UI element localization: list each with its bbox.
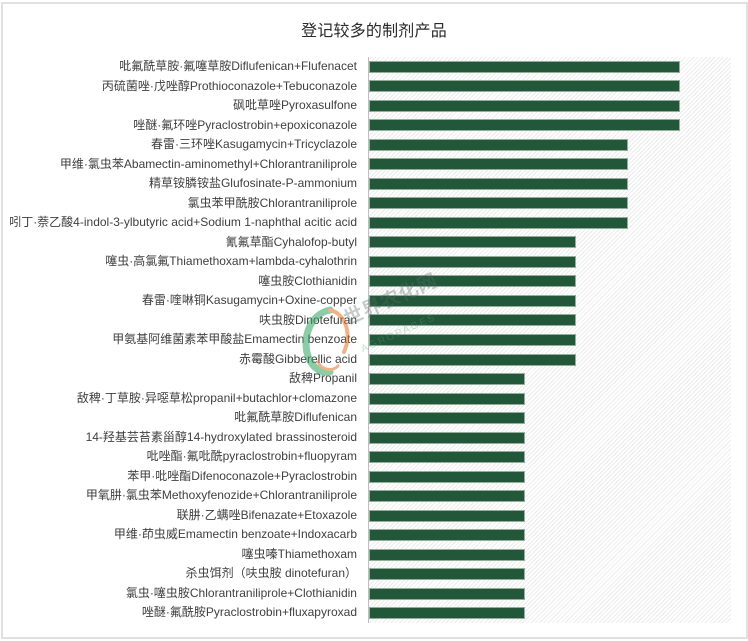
bar-row: 敌稗Propanil	[0, 369, 748, 389]
category-label: 砜吡草唑Pyroxasulfone	[232, 98, 357, 113]
bar	[369, 568, 525, 581]
bar-row: 甲维·茚虫威Emamectin benzoate+Indoxacarb	[0, 525, 748, 545]
bar-row: 吡氟酰草胺·氟噻草胺Diflufenican+Flufenacet	[0, 57, 748, 77]
bar	[369, 607, 525, 620]
category-label: 吡唑酯·氟吡酰pyraclostrobin+fluopyram	[146, 449, 357, 464]
category-label: 精草铵膦铵盐Glufosinate-P-ammonium	[148, 176, 357, 191]
category-label: 呋虫胺Dinotefuran	[258, 312, 357, 327]
category-label: 噻虫胺Clothianidin	[258, 273, 357, 288]
bar-row: 敌稗·丁草胺·异噁草松propanil+butachlor+clomazone	[0, 389, 748, 409]
bar-row: 春雷·喹啉铜Kasugamycin+Oxine-copper	[0, 291, 748, 311]
bar	[369, 509, 525, 522]
bar-row: 氯虫苯甲酰胺Chlorantraniliprole	[0, 194, 748, 214]
bar-row: 噻虫·高氯氟Thiamethoxam+lambda-cyhalothrin	[0, 252, 748, 272]
bar-row: 杀虫饵剂（呋虫胺 dinotefuran）	[0, 564, 748, 584]
category-label: 唑醚·氟环唑Pyraclostrobin+epoxiconazole	[133, 117, 357, 132]
bar-row: 甲氧肼·氯虫苯Methoxyfenozide+Chlorantranilipro…	[0, 486, 748, 506]
category-label: 苯甲·吡唑酯Difenoconazole+Pyraclostrobin	[127, 468, 357, 483]
category-label: 敌稗Propanil	[288, 371, 357, 386]
bar-row: 噻虫胺Clothianidin	[0, 272, 748, 292]
category-label: 氯虫苯甲酰胺Chlorantraniliprole	[187, 195, 357, 210]
chart-title: 登记较多的制剂产品	[301, 23, 447, 40]
bar-row: 砜吡草唑Pyroxasulfone	[0, 96, 748, 116]
category-label: 敌稗·丁草胺·异噁草松propanil+butachlor+clomazone	[76, 390, 357, 405]
bar	[369, 197, 629, 210]
bar-row: 甲氨基阿维菌素苯甲酸盐Emamectin benzoate	[0, 330, 748, 350]
category-label: 噻虫嗪Thiamethoxam	[241, 546, 357, 561]
category-label: 氰氟草酯Cyhalofop-butyl	[225, 234, 357, 249]
category-label: 吡氟酰草胺·氟噻草胺Diflufenican+Flufenacet	[119, 59, 357, 73]
category-label: 甲氨基阿维菌素苯甲酸盐Emamectin benzoate	[112, 332, 357, 347]
y-axis-line	[368, 57, 369, 623]
category-label: 春雷·三环唑Kasugamycin+Tricyclazole	[151, 137, 357, 152]
bar	[369, 216, 629, 229]
bar	[369, 333, 577, 346]
bar-row: 氯虫·噻虫胺Chlorantraniliprole+Clothianidin	[0, 584, 748, 604]
bar	[369, 158, 629, 171]
category-label: 联肼·乙螨唑Bifenazate+Etoxazole	[176, 507, 357, 522]
bar-row: 唑醚·氟酰胺Pyraclostrobin+fluxapyroxad	[0, 603, 748, 623]
bar	[369, 236, 577, 249]
bar	[369, 314, 577, 327]
category-label: 甲氧肼·氯虫苯Methoxyfenozide+Chlorantranilipro…	[85, 488, 357, 503]
category-label: 唑醚·氟酰胺Pyraclostrobin+fluxapyroxad	[141, 605, 357, 620]
category-label: 丙硫菌唑·戊唑醇Prothioconazole+Tebuconazole	[101, 78, 357, 93]
category-label: 杀虫饵剂（呋虫胺 dinotefuran）	[185, 566, 357, 581]
bar-row: 呋虫胺Dinotefuran	[0, 311, 748, 331]
bar	[369, 451, 525, 464]
bar-row: 唑醚·氟环唑Pyraclostrobin+epoxiconazole	[0, 116, 748, 136]
bar	[369, 177, 629, 190]
bar-row: 苯甲·吡唑酯Difenoconazole+Pyraclostrobin	[0, 467, 748, 487]
bar	[369, 431, 525, 444]
category-label: 甲维·氯虫苯Abamectin-aminomethyl+Chlorantrani…	[59, 156, 357, 171]
bar-row: 联肼·乙螨唑Bifenazate+Etoxazole	[0, 506, 748, 526]
bar-row: 氰氟草酯Cyhalofop-butyl	[0, 233, 748, 253]
bar	[369, 119, 681, 132]
bar-rows: 吡氟酰草胺·氟噻草胺Diflufenican+Flufenacet 丙硫菌唑·戊唑…	[0, 57, 748, 623]
bar	[369, 99, 681, 112]
bar-row: 噻虫嗪Thiamethoxam	[0, 545, 748, 565]
category-label: 甲维·茚虫威Emamectin benzoate+Indoxacarb	[113, 527, 357, 542]
category-label: 14-羟基芸苔素甾醇14-hydroxylated brassinosteroi…	[85, 429, 357, 444]
category-label: 氯虫·噻虫胺Chlorantraniliprole+Clothianidin	[125, 585, 357, 600]
bar-row: 14-羟基芸苔素甾醇14-hydroxylated brassinosteroi…	[0, 428, 748, 448]
bar	[369, 470, 525, 483]
bar	[369, 353, 577, 366]
bar	[369, 294, 577, 307]
bar	[369, 255, 577, 268]
bar-row: 甲维·氯虫苯Abamectin-aminomethyl+Chlorantrani…	[0, 155, 748, 175]
bar	[369, 587, 525, 600]
bar	[369, 412, 525, 425]
bar-row: 精草铵膦铵盐Glufosinate-P-ammonium	[0, 174, 748, 194]
bar-row: 赤霉酸Gibberellic acid	[0, 350, 748, 370]
category-label: 噻虫·高氯氟Thiamethoxam+lambda-cyhalothrin	[105, 254, 357, 269]
bar-row: 吡氟酰草胺Diflufenican	[0, 408, 748, 428]
bar	[369, 548, 525, 561]
bar	[369, 529, 525, 542]
bar	[369, 138, 629, 151]
bar	[369, 80, 681, 93]
bar-row: 丙硫菌唑·戊唑醇Prothioconazole+Tebuconazole	[0, 77, 748, 97]
bar-row: 吡唑酯·氟吡酰pyraclostrobin+fluopyram	[0, 447, 748, 467]
category-label: 春雷·喹啉铜Kasugamycin+Oxine-copper	[141, 293, 357, 308]
bar-row: 春雷·三环唑Kasugamycin+Tricyclazole	[0, 135, 748, 155]
bar	[369, 490, 525, 503]
bar-row: 吲丁·萘乙酸4-indol-3-ylbutyric acid+Sodium 1-…	[0, 213, 748, 233]
category-label: 吡氟酰草胺Diflufenican	[234, 410, 357, 425]
bar	[369, 275, 577, 288]
bar	[369, 392, 525, 405]
category-label: 赤霉酸Gibberellic acid	[238, 351, 357, 366]
category-label: 吲丁·萘乙酸4-indol-3-ylbutyric acid+Sodium 1-…	[9, 215, 357, 230]
bar	[369, 60, 681, 73]
bar	[369, 373, 525, 386]
